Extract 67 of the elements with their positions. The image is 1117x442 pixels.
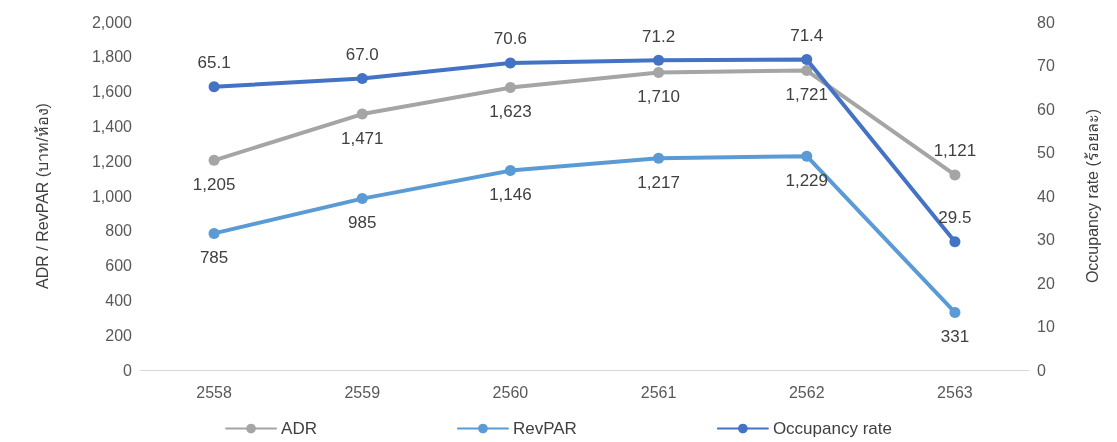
point bbox=[801, 65, 813, 77]
data-label: 70.6 bbox=[493, 29, 527, 49]
data-label: 1,121 bbox=[933, 141, 977, 161]
point bbox=[504, 57, 516, 69]
y-tick-label: 1,600 bbox=[91, 83, 133, 101]
x-tick-label: 2558 bbox=[196, 383, 232, 401]
data-label: 1,721 bbox=[785, 85, 829, 105]
point bbox=[653, 54, 665, 66]
data-label: 1,217 bbox=[637, 172, 680, 192]
y2-axis-title: Occupancy rate (ร้อยละ) bbox=[1083, 108, 1101, 284]
data-label: 1,471 bbox=[340, 128, 384, 148]
y-tick-label: 1,000 bbox=[91, 187, 133, 205]
point bbox=[356, 108, 368, 120]
point bbox=[949, 236, 961, 248]
y2-tick-label: 70 bbox=[1037, 57, 1055, 74]
data-label: 785 bbox=[199, 247, 229, 267]
y2-tick-label: 10 bbox=[1037, 318, 1055, 335]
data-label: 1,623 bbox=[489, 102, 532, 122]
point bbox=[504, 165, 516, 177]
x-tick-label: 2560 bbox=[492, 383, 529, 401]
y-axis-title: ADR / RevPAR (บาท/ห้อง) bbox=[33, 103, 51, 289]
point bbox=[208, 81, 220, 93]
y2-tick-label: 0 bbox=[1037, 361, 1046, 379]
legend-label: ADR bbox=[281, 419, 317, 438]
data-label: 1,205 bbox=[192, 174, 236, 194]
y-tick-label: 400 bbox=[105, 291, 133, 309]
y-tick-label: 800 bbox=[105, 222, 133, 240]
data-label: 1,229 bbox=[785, 170, 829, 190]
data-label: 1,146 bbox=[489, 185, 532, 205]
data-label: 1,710 bbox=[637, 86, 680, 106]
point bbox=[356, 193, 368, 205]
point bbox=[208, 227, 220, 239]
data-label: 65.1 bbox=[197, 53, 231, 73]
x-tick-label: 2559 bbox=[344, 383, 381, 401]
legend-label: RevPAR bbox=[512, 419, 577, 438]
point bbox=[356, 73, 368, 85]
x-tick-label: 2562 bbox=[788, 383, 825, 401]
y2-tick-label: 80 bbox=[1037, 13, 1055, 31]
point bbox=[208, 154, 220, 166]
point bbox=[949, 169, 961, 181]
y-tick-label: 600 bbox=[105, 257, 133, 275]
legend-label: Occupancy rate bbox=[772, 419, 892, 438]
y-tick-label: 2,000 bbox=[91, 13, 133, 31]
y-tick-label: 200 bbox=[105, 326, 133, 344]
data-label: 29.5 bbox=[938, 208, 972, 228]
y2-tick-label: 20 bbox=[1037, 274, 1055, 292]
y-tick-label: 1,400 bbox=[91, 117, 133, 135]
point bbox=[504, 82, 516, 94]
point bbox=[801, 150, 813, 162]
y2-tick-label: 60 bbox=[1037, 100, 1055, 118]
y-tick-label: 0 bbox=[123, 361, 133, 379]
data-label: 331 bbox=[940, 326, 970, 346]
point bbox=[949, 306, 961, 318]
data-label: 67.0 bbox=[345, 45, 379, 65]
data-label: 71.2 bbox=[642, 26, 676, 46]
data-label: 71.4 bbox=[790, 25, 824, 45]
point bbox=[653, 152, 665, 164]
y2-tick-label: 30 bbox=[1037, 231, 1055, 248]
point bbox=[801, 53, 813, 65]
y-tick-label: 1,800 bbox=[91, 48, 133, 66]
y-tick-label: 1,200 bbox=[91, 152, 133, 170]
data-label: 985 bbox=[348, 213, 377, 233]
x-tick-label: 2561 bbox=[640, 383, 677, 401]
x-tick-label: 2563 bbox=[937, 383, 973, 401]
point bbox=[653, 66, 665, 78]
y2-tick-label: 40 bbox=[1037, 187, 1055, 205]
y2-tick-label: 50 bbox=[1037, 144, 1055, 161]
